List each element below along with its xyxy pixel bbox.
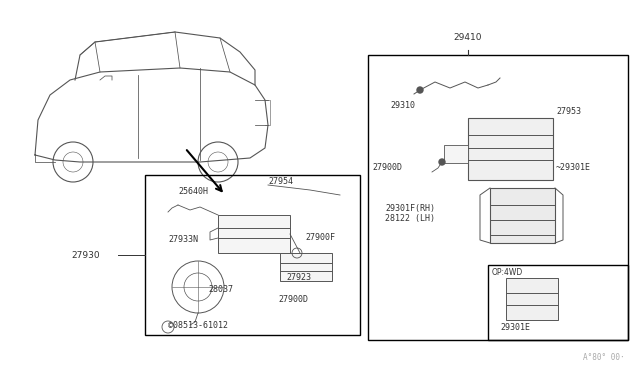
Bar <box>488 265 628 340</box>
Text: 27900D: 27900D <box>278 295 308 305</box>
Bar <box>145 175 360 335</box>
Text: 27954: 27954 <box>268 177 293 186</box>
Text: ©08513-61012: ©08513-61012 <box>168 321 228 330</box>
Text: 28037: 28037 <box>208 285 233 295</box>
Text: 27900F: 27900F <box>305 234 335 243</box>
Text: 27900D: 27900D <box>372 164 402 173</box>
Text: 27923: 27923 <box>286 273 311 282</box>
Circle shape <box>439 159 445 165</box>
Bar <box>506 278 558 320</box>
Text: A°80° 00·: A°80° 00· <box>584 353 625 362</box>
Text: 25640H: 25640H <box>178 187 208 196</box>
Text: 29301E: 29301E <box>500 324 530 333</box>
Text: OP:4WD: OP:4WD <box>492 268 524 277</box>
Text: ~29301E: ~29301E <box>556 164 591 173</box>
Bar <box>444 145 468 163</box>
Bar <box>490 188 555 243</box>
Circle shape <box>417 87 423 93</box>
Text: 27930: 27930 <box>72 250 100 260</box>
Text: 27933N: 27933N <box>168 235 198 244</box>
Text: 29310: 29310 <box>390 100 415 109</box>
Bar <box>280 253 332 281</box>
Bar <box>368 55 628 340</box>
Text: 29410: 29410 <box>454 33 483 42</box>
Text: 28122 (LH): 28122 (LH) <box>385 214 435 222</box>
Text: 27953: 27953 <box>556 108 581 116</box>
Bar <box>218 215 290 253</box>
Text: 29301F(RH): 29301F(RH) <box>385 203 435 212</box>
Bar <box>468 118 553 180</box>
